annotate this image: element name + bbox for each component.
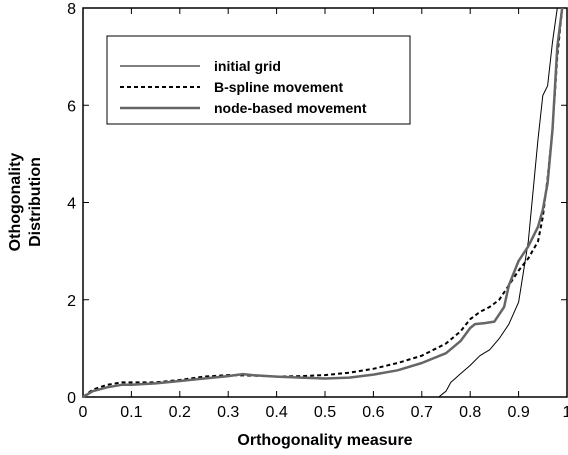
y-tick-label: 0 <box>67 390 76 407</box>
legend-box <box>106 35 411 125</box>
legend-label-initial-grid: initial grid <box>214 58 281 74</box>
x-tick-label: 0.8 <box>459 404 481 421</box>
x-tick-label: 1 <box>563 404 568 421</box>
x-tick-label: 0.9 <box>507 404 529 421</box>
x-tick-label: 0.4 <box>265 404 287 421</box>
x-tick-label: 0 <box>79 404 88 421</box>
series-layer <box>82 7 564 399</box>
y-tick-label: 2 <box>67 293 76 310</box>
x-axis-title: Orthogonality measure <box>237 432 412 449</box>
x-tick-label: 0.3 <box>217 404 239 421</box>
y-axis-title-line1: Othogonality <box>7 153 24 252</box>
x-tick-label: 0.1 <box>120 404 142 421</box>
x-tick-label: 0.2 <box>169 404 191 421</box>
axis-ticks <box>82 7 568 398</box>
y-axis-title-line2: Distribution <box>27 157 44 247</box>
legend-label-b-spline: B-spline movement <box>214 79 343 95</box>
x-tick-label: 0.6 <box>362 404 384 421</box>
x-tick-label: 0.5 <box>314 404 336 421</box>
series-initial-grid <box>438 7 563 398</box>
axis-tick-labels: 0 0.1 0.2 0.3 0.4 0.5 0.6 0.7 0.8 0.9 1 0 2 4 6 8 <box>67 1 568 421</box>
legend-label-node-based: node-based movement <box>214 100 367 116</box>
series-node-based-movement <box>82 7 564 399</box>
legend: initial grid B-spline movement node-base… <box>106 35 411 125</box>
y-tick-label: 4 <box>67 196 76 213</box>
y-tick-label: 6 <box>67 98 76 115</box>
y-tick-label: 8 <box>67 1 76 18</box>
x-tick-label: 0.7 <box>411 404 433 421</box>
